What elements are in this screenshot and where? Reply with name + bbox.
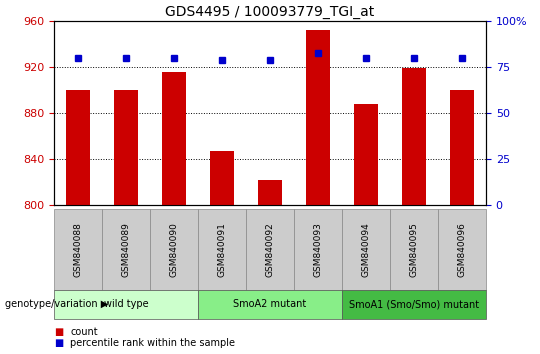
Text: percentile rank within the sample: percentile rank within the sample	[70, 338, 235, 348]
Bar	[66, 90, 90, 205]
Bar	[258, 180, 282, 205]
Text: GSM840093: GSM840093	[314, 222, 322, 277]
Text: wild type: wild type	[104, 299, 148, 309]
Bar	[210, 151, 234, 205]
Text: GSM840095: GSM840095	[409, 222, 418, 277]
Text: GSM840092: GSM840092	[266, 222, 274, 277]
Text: GSM840090: GSM840090	[170, 222, 179, 277]
Bar	[402, 68, 426, 205]
Text: GSM840096: GSM840096	[457, 222, 467, 277]
Bar	[306, 30, 330, 205]
Bar	[114, 90, 138, 205]
Text: ■: ■	[54, 327, 63, 337]
Title: GDS4495 / 100093779_TGI_at: GDS4495 / 100093779_TGI_at	[165, 5, 375, 19]
Text: ■: ■	[54, 338, 63, 348]
Bar	[354, 104, 378, 205]
Text: GSM840088: GSM840088	[73, 222, 83, 277]
Bar	[162, 72, 186, 205]
Text: GSM840089: GSM840089	[122, 222, 131, 277]
Text: count: count	[70, 327, 98, 337]
Text: SmoA2 mutant: SmoA2 mutant	[233, 299, 307, 309]
Bar	[450, 90, 474, 205]
Text: SmoA1 (Smo/Smo) mutant: SmoA1 (Smo/Smo) mutant	[349, 299, 479, 309]
Text: GSM840094: GSM840094	[361, 222, 370, 277]
Text: GSM840091: GSM840091	[218, 222, 226, 277]
Text: genotype/variation ▶: genotype/variation ▶	[5, 299, 109, 309]
